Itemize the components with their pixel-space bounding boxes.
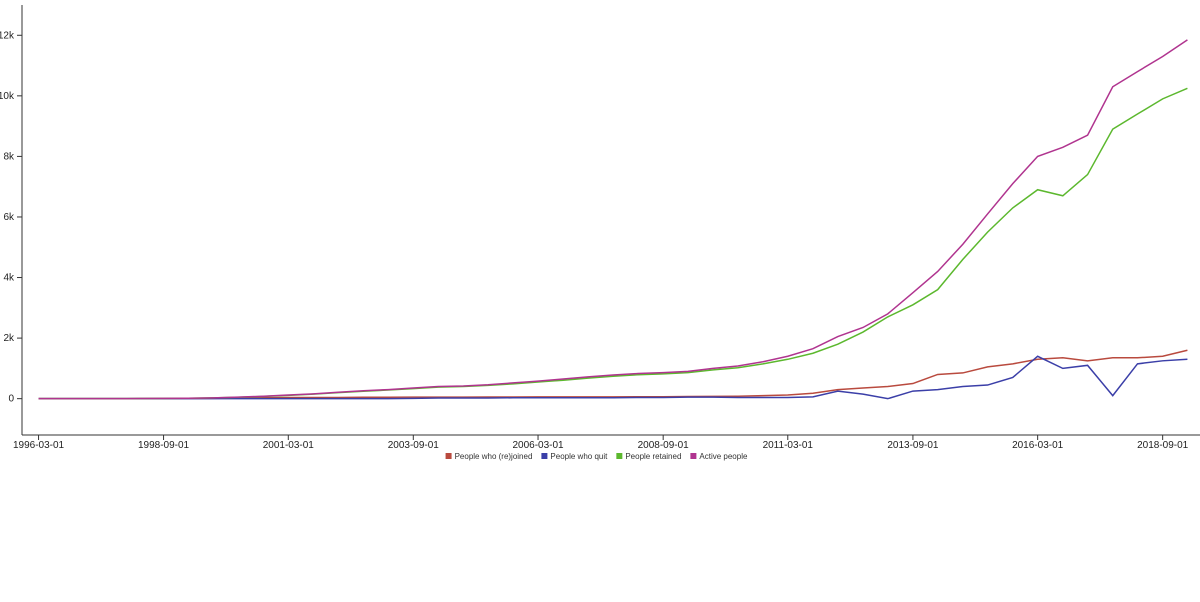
x-tick-label: 2001-03-01: [263, 440, 315, 451]
x-tick-label: 2013-09-01: [887, 440, 939, 451]
legend-label: Active people: [699, 452, 748, 461]
x-tick-label: 2006-03-01: [512, 440, 564, 451]
x-tick-label: 2018-09-01: [1137, 440, 1189, 451]
series-line: [38, 87, 1188, 400]
x-tick-label: 2008-09-01: [638, 440, 690, 451]
legend-swatch: [445, 453, 452, 459]
legend-label: People who (re)joined: [455, 452, 533, 461]
y-tick-label: 0: [8, 394, 14, 405]
x-tick-label: 2016-03-01: [1012, 440, 1064, 451]
y-tick-label: 12k: [0, 30, 15, 41]
y-tick-label: 10k: [0, 91, 15, 102]
y-tick-label: 6k: [3, 212, 15, 223]
legend-swatch: [541, 453, 548, 459]
y-tick-label: 2k: [3, 333, 15, 344]
legend: People who (re)joined People who quit Peop…: [445, 452, 748, 461]
x-tick-label: 2003-09-01: [388, 440, 440, 451]
legend-label: People who quit: [550, 452, 608, 461]
legend-swatch: [690, 453, 697, 459]
series-line: [38, 355, 1188, 400]
x-tick-label: 2011-03-01: [763, 440, 814, 451]
y-tick-label: 8k: [3, 151, 15, 162]
y-tick-label: 4k: [3, 273, 15, 284]
x-tick-label: 1996-03-01: [13, 440, 65, 451]
legend-label: People retained: [625, 452, 681, 461]
x-tick-label: 1998-09-01: [138, 440, 190, 451]
legend-swatch: [616, 453, 623, 459]
series-line: [38, 39, 1188, 400]
